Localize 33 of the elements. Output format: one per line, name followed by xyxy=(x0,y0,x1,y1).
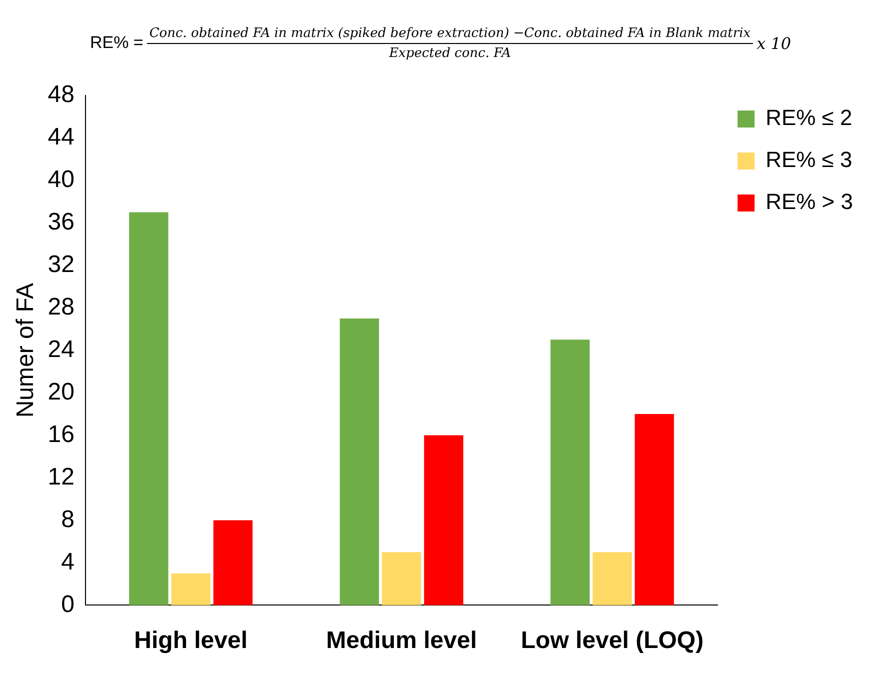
y-tick-label: 0 xyxy=(61,590,74,618)
text: Expected conc. FA xyxy=(389,44,511,60)
y-tick-label: 20 xyxy=(48,378,74,406)
y-tick-label: 24 xyxy=(48,336,74,363)
bar xyxy=(592,552,632,606)
y-tick-label: 28 xyxy=(48,293,74,320)
y-tick-label: 48 xyxy=(48,81,74,108)
y-tick-label: 16 xyxy=(48,420,74,448)
y-tick-label: 36 xyxy=(48,208,74,236)
bar xyxy=(382,552,422,606)
x-tick-label: Medium level xyxy=(326,627,477,654)
bar xyxy=(424,435,464,606)
y-tick-label: 4 xyxy=(61,548,74,576)
y-tick-label: 44 xyxy=(48,124,74,151)
legend-label: RE% > 3 xyxy=(766,189,854,214)
x-tick-label: Low level (LOQ) xyxy=(520,627,704,654)
legend-label: RE% ≤ 3 xyxy=(766,147,852,172)
bar xyxy=(129,212,168,606)
bar xyxy=(213,520,253,606)
bar xyxy=(550,340,590,606)
bar xyxy=(171,573,210,606)
y-tick-label: 8 xyxy=(61,506,74,533)
text: Conc. obtained FA in matrix (spiked before extraction) −Conc. obtained FA in Blank matrix xyxy=(147,26,753,44)
bar xyxy=(340,318,379,606)
text: RE% = xyxy=(90,33,144,53)
y-tick-label: 32 xyxy=(48,250,74,278)
y-tick-label: 12 xyxy=(48,463,74,490)
legend-label: RE% ≤ 2 xyxy=(766,105,852,130)
text: x 10 xyxy=(756,34,792,52)
bar xyxy=(634,414,674,606)
x-tick-label: High level xyxy=(134,627,248,654)
y-tick-label: 40 xyxy=(48,166,74,193)
y-axis-title: Numer of FA xyxy=(12,282,40,418)
